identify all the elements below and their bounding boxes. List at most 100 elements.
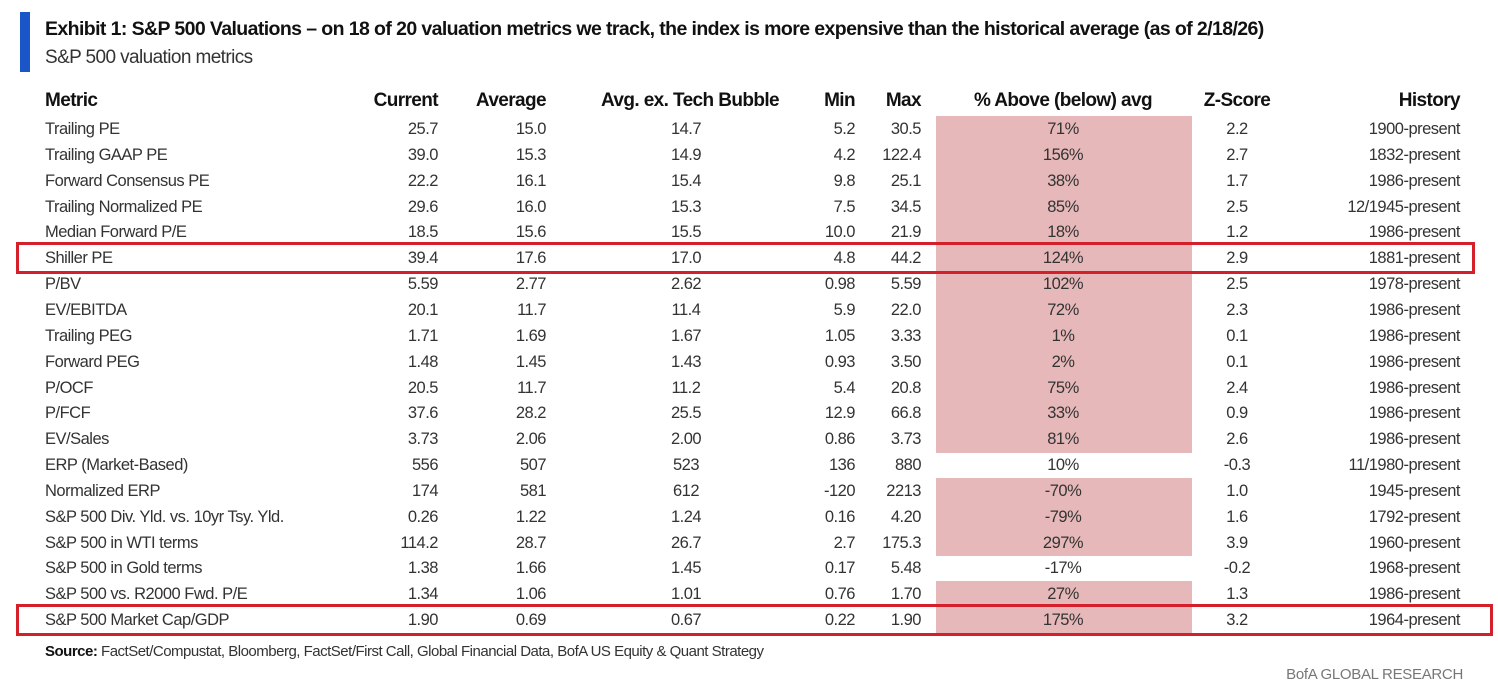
column-header: Z-Score — [1203, 90, 1271, 111]
cell-max: 34.5 — [890, 197, 922, 216]
cell-pct: 75% — [1047, 378, 1079, 397]
cell-history: 1986-present — [1368, 585, 1461, 604]
cell-metric: S&P 500 Market Cap/GDP — [45, 611, 230, 630]
pct-cell-shade — [936, 193, 1192, 220]
cell-z: 0.1 — [1226, 326, 1248, 345]
cell-average: 28.7 — [515, 533, 547, 552]
cell-metric: EV/Sales — [45, 430, 109, 449]
cell-average: 11.7 — [517, 378, 546, 397]
cell-current: 20.1 — [407, 300, 439, 319]
cell-min: 1.05 — [824, 326, 856, 345]
cell-current: 39.0 — [407, 145, 439, 164]
pct-cell-shade — [936, 400, 1192, 427]
cell-pct: 297% — [1042, 533, 1084, 552]
brand-footer: BofA GLOBAL RESEARCH — [1286, 666, 1463, 683]
cell-pct: -17% — [1044, 559, 1082, 578]
pct-cell-shade — [936, 477, 1192, 505]
cell-metric: P/OCF — [45, 378, 93, 397]
cell-average: 28.2 — [515, 404, 547, 423]
cell-avg-ex: 523 — [672, 456, 700, 475]
cell-z: 2.9 — [1226, 249, 1248, 268]
source-label: Source: — [45, 643, 98, 660]
cell-max: 3.73 — [890, 430, 922, 449]
cell-z: 2.5 — [1226, 275, 1248, 294]
cell-metric: Trailing GAAP PE — [45, 145, 168, 164]
cell-current: 25.7 — [407, 120, 439, 138]
cell-metric: ERP (Market-Based) — [45, 456, 188, 475]
cell-avg-ex: 15.3 — [670, 197, 702, 216]
cell-pct: 85% — [1047, 197, 1079, 216]
cell-min: 0.16 — [824, 507, 856, 526]
cell-max: 4.20 — [890, 507, 922, 526]
cell-history: 1986-present — [1368, 171, 1461, 190]
cell-avg-ex: 25.5 — [670, 404, 702, 423]
cell-avg-ex: 1.67 — [670, 326, 702, 345]
cell-avg-ex: 14.7 — [670, 120, 702, 138]
column-header: History — [1398, 90, 1461, 111]
cell-history: 11/1980-present — [1348, 456, 1461, 475]
cell-max: 20.8 — [890, 378, 922, 397]
column-header: Metric — [45, 90, 98, 111]
cell-avg-ex: 14.9 — [670, 145, 702, 164]
cell-z: 2.5 — [1226, 197, 1248, 216]
cell-average: 1.22 — [515, 507, 547, 526]
cell-z: 0.9 — [1226, 404, 1248, 423]
cell-metric: Trailing PEG — [45, 326, 132, 345]
cell-avg-ex: 1.24 — [670, 507, 702, 526]
cell-current: 3.73 — [407, 430, 439, 449]
cell-pct: 33% — [1047, 404, 1079, 423]
cell-min: 4.8 — [833, 249, 856, 268]
cell-metric: Shiller PE — [45, 249, 113, 268]
cell-avg-ex: 1.01 — [670, 585, 702, 604]
cell-max: 1.90 — [890, 611, 922, 630]
cell-average: 17.6 — [515, 249, 547, 268]
pct-cell-shade — [936, 348, 1192, 375]
cell-z: 2.4 — [1226, 378, 1248, 397]
cell-current: 556 — [411, 456, 439, 475]
cell-avg-ex: 11.2 — [671, 378, 701, 397]
cell-pct: -70% — [1044, 481, 1082, 500]
cell-history: 1986-present — [1368, 352, 1461, 371]
cell-pct: 71% — [1047, 120, 1079, 138]
cell-min: 9.8 — [833, 171, 856, 190]
cell-history: 1986-present — [1368, 326, 1461, 345]
cell-pct: 124% — [1042, 249, 1084, 268]
cell-min: 0.93 — [824, 352, 856, 371]
cell-current: 18.5 — [407, 223, 439, 242]
pct-cell-shade — [936, 116, 1192, 143]
cell-history: 1832-present — [1368, 145, 1461, 164]
cell-average: 15.6 — [515, 223, 547, 242]
cell-max: 175.3 — [882, 533, 921, 552]
cell-average: 16.0 — [515, 197, 547, 216]
cell-metric: Forward Consensus PE — [45, 171, 210, 190]
cell-metric: EV/EBITDA — [45, 300, 127, 319]
cell-avg-ex: 11.4 — [671, 300, 701, 319]
cell-average: 581 — [519, 481, 547, 500]
cell-max: 22.0 — [890, 300, 922, 319]
cell-avg-ex: 2.62 — [670, 275, 702, 294]
cell-history: 1792-present — [1368, 507, 1461, 526]
cell-min: 2.7 — [833, 533, 856, 552]
cell-average: 1.45 — [515, 352, 547, 371]
cell-pct: 2% — [1051, 352, 1075, 371]
cell-z: 1.6 — [1226, 507, 1248, 526]
cell-max: 3.50 — [890, 352, 922, 371]
pct-cell-shade — [936, 271, 1192, 298]
column-header: Current — [373, 90, 439, 111]
cell-min: 5.9 — [833, 300, 856, 319]
pct-cell-shade — [936, 296, 1192, 324]
cell-average: 1.69 — [515, 326, 547, 345]
cell-average: 0.69 — [515, 611, 547, 630]
cell-z: 3.9 — [1226, 533, 1248, 552]
cell-current: 22.2 — [407, 171, 439, 190]
pct-cell-shade — [936, 529, 1192, 556]
cell-average: 1.06 — [515, 585, 547, 604]
cell-min: 5.2 — [833, 120, 856, 138]
cell-z: 2.6 — [1226, 430, 1248, 449]
cell-metric: P/FCF — [45, 404, 91, 423]
cell-min: 10.0 — [824, 223, 856, 242]
cell-history: 1881-present — [1368, 249, 1461, 268]
cell-max: 30.5 — [890, 120, 922, 138]
cell-history: 1986-present — [1368, 430, 1461, 449]
cell-current: 1.48 — [407, 352, 439, 371]
